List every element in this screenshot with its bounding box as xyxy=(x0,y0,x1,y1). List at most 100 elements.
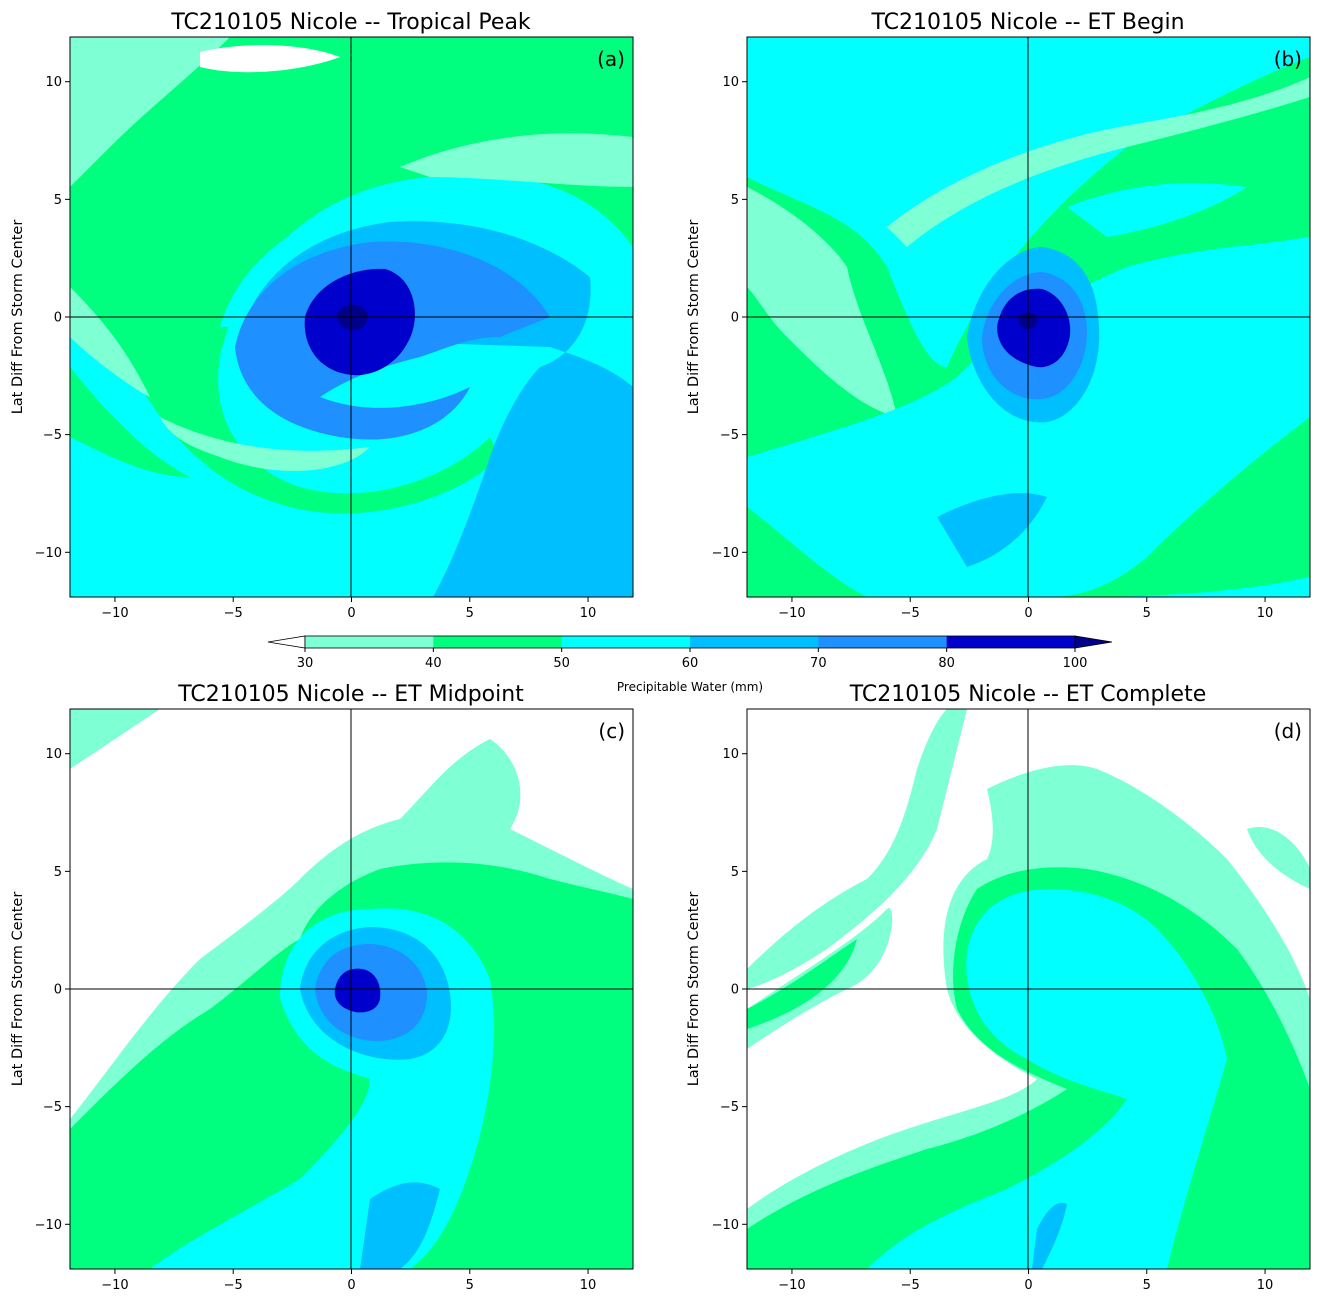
colorbar-tick-label: 80 xyxy=(938,656,955,671)
panel-a: TC210105 Nicole -- Tropical Peak (a) Lat… xyxy=(10,10,634,621)
colorbar-tick-label: 100 xyxy=(1063,656,1088,671)
panel-c-ytick-label: −10 xyxy=(35,1218,62,1233)
panel-c-ylabel: Lat Diff From Storm Center xyxy=(10,892,26,1087)
panel-b-xtick-label: −5 xyxy=(901,606,920,621)
panel-a-xtick-label: −10 xyxy=(101,606,128,621)
panel-c-contour-6 xyxy=(360,1182,440,1269)
panel-a-ytick-label: 0 xyxy=(54,311,62,326)
panel-a-xtick-label: 0 xyxy=(347,606,355,621)
panel-b: TC210105 Nicole -- ET Begin (b) Lat Diff… xyxy=(686,10,1311,621)
panel-c-xticks: −10 −5 0 5 10 xyxy=(101,1269,596,1293)
colorbar-over-triangle xyxy=(1074,635,1113,649)
panel-b-plot xyxy=(747,37,1310,597)
colorbar-under-triangle xyxy=(267,635,306,649)
panel-b-contour-8 xyxy=(937,493,1047,567)
panel-d-ytick-label: 0 xyxy=(731,983,739,998)
panel-b-ytick-label: −5 xyxy=(720,428,739,443)
panel-a-xtick-label: 5 xyxy=(466,606,474,621)
panel-b-contour-6 xyxy=(1067,183,1247,237)
colorbar-segment xyxy=(561,636,691,648)
panel-a-contour-7 xyxy=(200,45,340,73)
colorbar-label: Precipitable Water (mm) xyxy=(617,680,763,694)
panel-a-ytick-label: −5 xyxy=(43,428,62,443)
colorbar-tick-label: 60 xyxy=(682,656,699,671)
panel-a-xticks: −10 −5 0 5 10 xyxy=(101,597,596,621)
panel-c-ytick-label: −5 xyxy=(43,1100,62,1115)
colorbar-segment xyxy=(818,636,948,648)
panel-d: TC210105 Nicole -- ET Complete (d) Lat D… xyxy=(686,682,1311,1293)
panel-a-ylabel: Lat Diff From Storm Center xyxy=(10,220,26,415)
panel-b-contour-10 xyxy=(997,288,1071,368)
panel-d-label: (d) xyxy=(1274,719,1302,743)
panel-c-ytick-label: 10 xyxy=(45,747,62,762)
panel-b-xtick-label: 0 xyxy=(1024,606,1032,621)
panel-a-label: (a) xyxy=(597,47,625,71)
panel-d-contour-1 xyxy=(747,709,967,989)
panel-b-contour-4 xyxy=(887,77,1310,247)
panel-d-xtick-label: −10 xyxy=(778,1278,805,1293)
colorbar-segments xyxy=(305,636,1076,648)
colorbar-segment xyxy=(690,636,819,648)
panel-c-ytick-label: 5 xyxy=(54,865,62,880)
colorbar-tick-label: 50 xyxy=(553,656,570,671)
colorbar-tick-label: 40 xyxy=(425,656,442,671)
panel-b-label: (b) xyxy=(1274,47,1302,71)
panel-d-xtick-label: −5 xyxy=(901,1278,920,1293)
panel-a-contour-3 xyxy=(70,37,230,187)
panel-a-xtick-label: 10 xyxy=(580,606,597,621)
panel-c-plot xyxy=(70,709,633,1269)
panel-a-ytick-label: 5 xyxy=(54,193,62,208)
panel-c: TC210105 Nicole -- ET Midpoint (c) Lat D… xyxy=(10,682,634,1293)
panel-d-ytick-label: 5 xyxy=(731,865,739,880)
panel-b-ytick-label: −10 xyxy=(712,546,739,561)
panel-d-contour-8 xyxy=(1032,1202,1067,1269)
panel-d-contour-6 xyxy=(747,939,857,1029)
colorbar-tick-label: 70 xyxy=(810,656,827,671)
panel-b-ylabel: Lat Diff From Storm Center xyxy=(686,220,702,415)
panel-d-title: TC210105 Nicole -- ET Complete xyxy=(849,682,1206,707)
panel-a-contour-5 xyxy=(70,287,150,397)
panel-d-ytick-label: 10 xyxy=(722,747,739,762)
panel-b-ytick-label: 10 xyxy=(722,75,739,90)
panel-a-plot xyxy=(70,37,633,597)
colorbar-segment xyxy=(433,636,563,648)
panel-b-ytick-label: 5 xyxy=(731,193,739,208)
panel-a-contour-6 xyxy=(160,417,370,471)
panel-c-contour-8 xyxy=(334,968,381,1013)
panel-d-contour-4 xyxy=(1247,827,1310,889)
panel-d-plot xyxy=(747,709,1310,1269)
panel-d-contour-7 xyxy=(867,889,1227,1269)
panel-c-label: (c) xyxy=(598,719,625,743)
panel-a-contour-2 xyxy=(70,367,190,477)
panel-d-ylabel: Lat Diff From Storm Center xyxy=(686,892,702,1087)
panel-d-xtick-label: 5 xyxy=(1143,1278,1151,1293)
panel-a-contour-4 xyxy=(400,133,633,187)
colorbar-ticks: 30 40 50 60 70 80 100 xyxy=(297,648,1088,671)
panel-c-title: TC210105 Nicole -- ET Midpoint xyxy=(177,682,524,707)
panel-c-contour-1 xyxy=(70,709,160,769)
panel-b-yticks: −10 −5 0 5 10 xyxy=(712,75,747,561)
panel-d-xtick-label: 10 xyxy=(1257,1278,1274,1293)
panel-b-title: TC210105 Nicole -- ET Begin xyxy=(870,10,1184,35)
panel-c-xtick-label: 0 xyxy=(347,1278,355,1293)
panel-d-yticks: −10 −5 0 5 10 xyxy=(712,747,747,1233)
panel-b-xtick-label: 5 xyxy=(1143,606,1151,621)
panel-d-xticks: −10 −5 0 5 10 xyxy=(778,1269,1273,1293)
panel-a-yticks: −10 −5 0 5 10 xyxy=(35,75,70,561)
panel-c-xtick-label: 10 xyxy=(580,1278,597,1293)
panel-a-ytick-label: −10 xyxy=(35,546,62,561)
panel-a-contours xyxy=(70,37,633,597)
colorbar-tick-label: 30 xyxy=(297,656,314,671)
panel-c-ytick-label: 0 xyxy=(54,983,62,998)
colorbar: 30 40 50 60 70 80 100 Precipitable Water (mm) xyxy=(267,635,1113,694)
panel-a-ytick-label: 10 xyxy=(45,75,62,90)
panel-c-xtick-label: −10 xyxy=(101,1278,128,1293)
panel-b-contour-3 xyxy=(747,187,897,417)
panel-b-xticks: −10 −5 0 5 10 xyxy=(778,597,1273,621)
panel-b-ytick-label: 0 xyxy=(731,311,739,326)
panel-d-ytick-label: −10 xyxy=(712,1218,739,1233)
panel-c-xtick-label: 5 xyxy=(466,1278,474,1293)
panel-a-title: TC210105 Nicole -- Tropical Peak xyxy=(170,10,531,35)
panel-d-ytick-label: −5 xyxy=(720,1100,739,1115)
panel-b-xtick-label: −10 xyxy=(778,606,805,621)
